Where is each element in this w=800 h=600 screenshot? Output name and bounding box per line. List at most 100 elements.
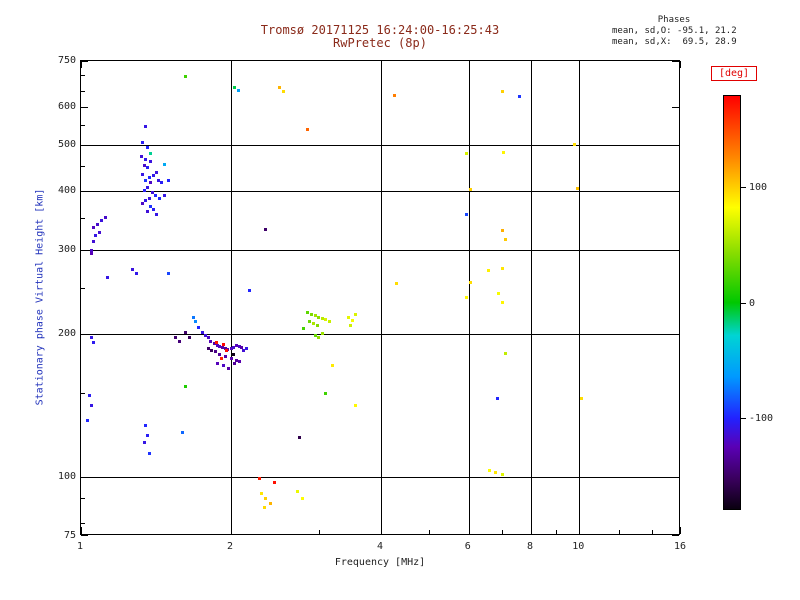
data-point	[324, 391, 328, 395]
data-point	[87, 394, 91, 398]
phase-stats: Phases mean, sd,O: -95.1, 21.2 mean, sd,…	[598, 15, 750, 48]
data-point	[231, 346, 235, 350]
plot-subtitle: RwPretec (8p)	[333, 36, 427, 50]
data-point	[209, 339, 213, 343]
data-point	[146, 146, 150, 150]
data-point	[220, 346, 224, 350]
stats-o-mode-line: mean, sd,O: -95.1, 21.2	[612, 26, 737, 36]
data-point	[315, 324, 319, 328]
colorbar-tick	[741, 187, 746, 189]
x-major-tick	[531, 527, 532, 534]
y-major-tick-right	[672, 333, 679, 335]
data-point	[264, 227, 268, 231]
data-point	[194, 320, 198, 324]
data-point	[213, 350, 217, 354]
data-point	[502, 150, 506, 154]
data-point	[155, 213, 159, 217]
data-point	[353, 313, 357, 317]
data-point	[149, 181, 153, 185]
data-point	[216, 362, 220, 366]
data-point	[579, 397, 583, 401]
data-point	[245, 347, 249, 351]
x-major-tick	[579, 527, 581, 534]
data-point	[90, 336, 94, 340]
data-point	[234, 343, 238, 347]
data-point	[259, 492, 263, 496]
x-minor-tick	[502, 530, 504, 534]
x-gridline	[468, 61, 470, 534]
data-point	[232, 85, 236, 89]
x-minor-tick	[652, 530, 654, 534]
data-point	[152, 173, 156, 177]
plot-area	[80, 60, 681, 536]
y-major-tick	[81, 333, 88, 335]
data-point	[142, 441, 146, 444]
data-point	[229, 347, 233, 351]
y-minor-tick	[81, 522, 85, 524]
data-point	[94, 233, 98, 237]
data-point	[500, 89, 504, 93]
x-major-tick-top	[531, 61, 532, 68]
data-point	[225, 349, 229, 353]
y-minor-tick	[81, 287, 85, 289]
data-point	[142, 163, 146, 167]
x-tick-label: 1	[76, 541, 84, 552]
y-major-tick-right	[672, 190, 679, 192]
data-point	[503, 237, 507, 241]
data-point	[309, 312, 313, 316]
data-point	[500, 473, 504, 477]
data-point	[302, 327, 306, 331]
data-point	[183, 384, 187, 388]
data-point	[465, 212, 469, 216]
data-point	[144, 424, 148, 428]
data-point	[174, 336, 178, 340]
data-point	[146, 210, 150, 214]
y-major-tick	[81, 61, 88, 62]
data-point	[90, 404, 94, 408]
data-point	[240, 346, 244, 350]
y-gridline	[81, 250, 679, 252]
data-point	[236, 89, 240, 93]
y-minor-tick	[81, 90, 85, 92]
data-point	[98, 231, 102, 235]
data-point	[147, 451, 151, 455]
data-point	[105, 276, 109, 280]
y-tick-label: 300	[57, 244, 76, 256]
x-tick-label: 10	[572, 541, 585, 552]
y-major-tick-right	[672, 61, 679, 62]
data-point	[141, 173, 145, 177]
y-major-tick-right	[672, 107, 679, 109]
data-point	[147, 175, 151, 179]
y-major-tick-right	[672, 476, 679, 478]
data-point	[155, 171, 159, 175]
data-point	[221, 342, 225, 346]
data-point	[312, 322, 316, 326]
x-gridline	[231, 61, 232, 534]
data-point	[300, 496, 304, 500]
data-point	[331, 364, 335, 368]
data-point	[313, 314, 317, 318]
data-point	[149, 152, 153, 156]
y-major-tick-right	[672, 535, 679, 536]
y-tick-label: 400	[57, 184, 76, 196]
x-gridline	[579, 61, 581, 534]
data-point	[500, 229, 504, 233]
x-major-tick-top	[468, 61, 470, 68]
data-point	[141, 141, 145, 145]
data-point	[104, 215, 108, 219]
x-major-tick-top	[381, 61, 382, 68]
y-major-tick	[81, 190, 88, 192]
y-major-tick-right	[672, 250, 679, 252]
data-point	[218, 344, 222, 348]
data-point	[392, 93, 396, 97]
stats-x-mode-line: mean, sd,X: 69.5, 28.9	[612, 37, 737, 47]
data-point	[146, 434, 150, 438]
data-point	[248, 289, 252, 293]
data-point	[149, 204, 153, 208]
data-point	[227, 366, 231, 370]
data-point	[237, 344, 241, 348]
data-point	[224, 347, 228, 351]
plot-title: Tromsø 20171125 16:24:00-16:25:43	[260, 23, 500, 37]
x-tick-label: 4	[376, 541, 384, 552]
